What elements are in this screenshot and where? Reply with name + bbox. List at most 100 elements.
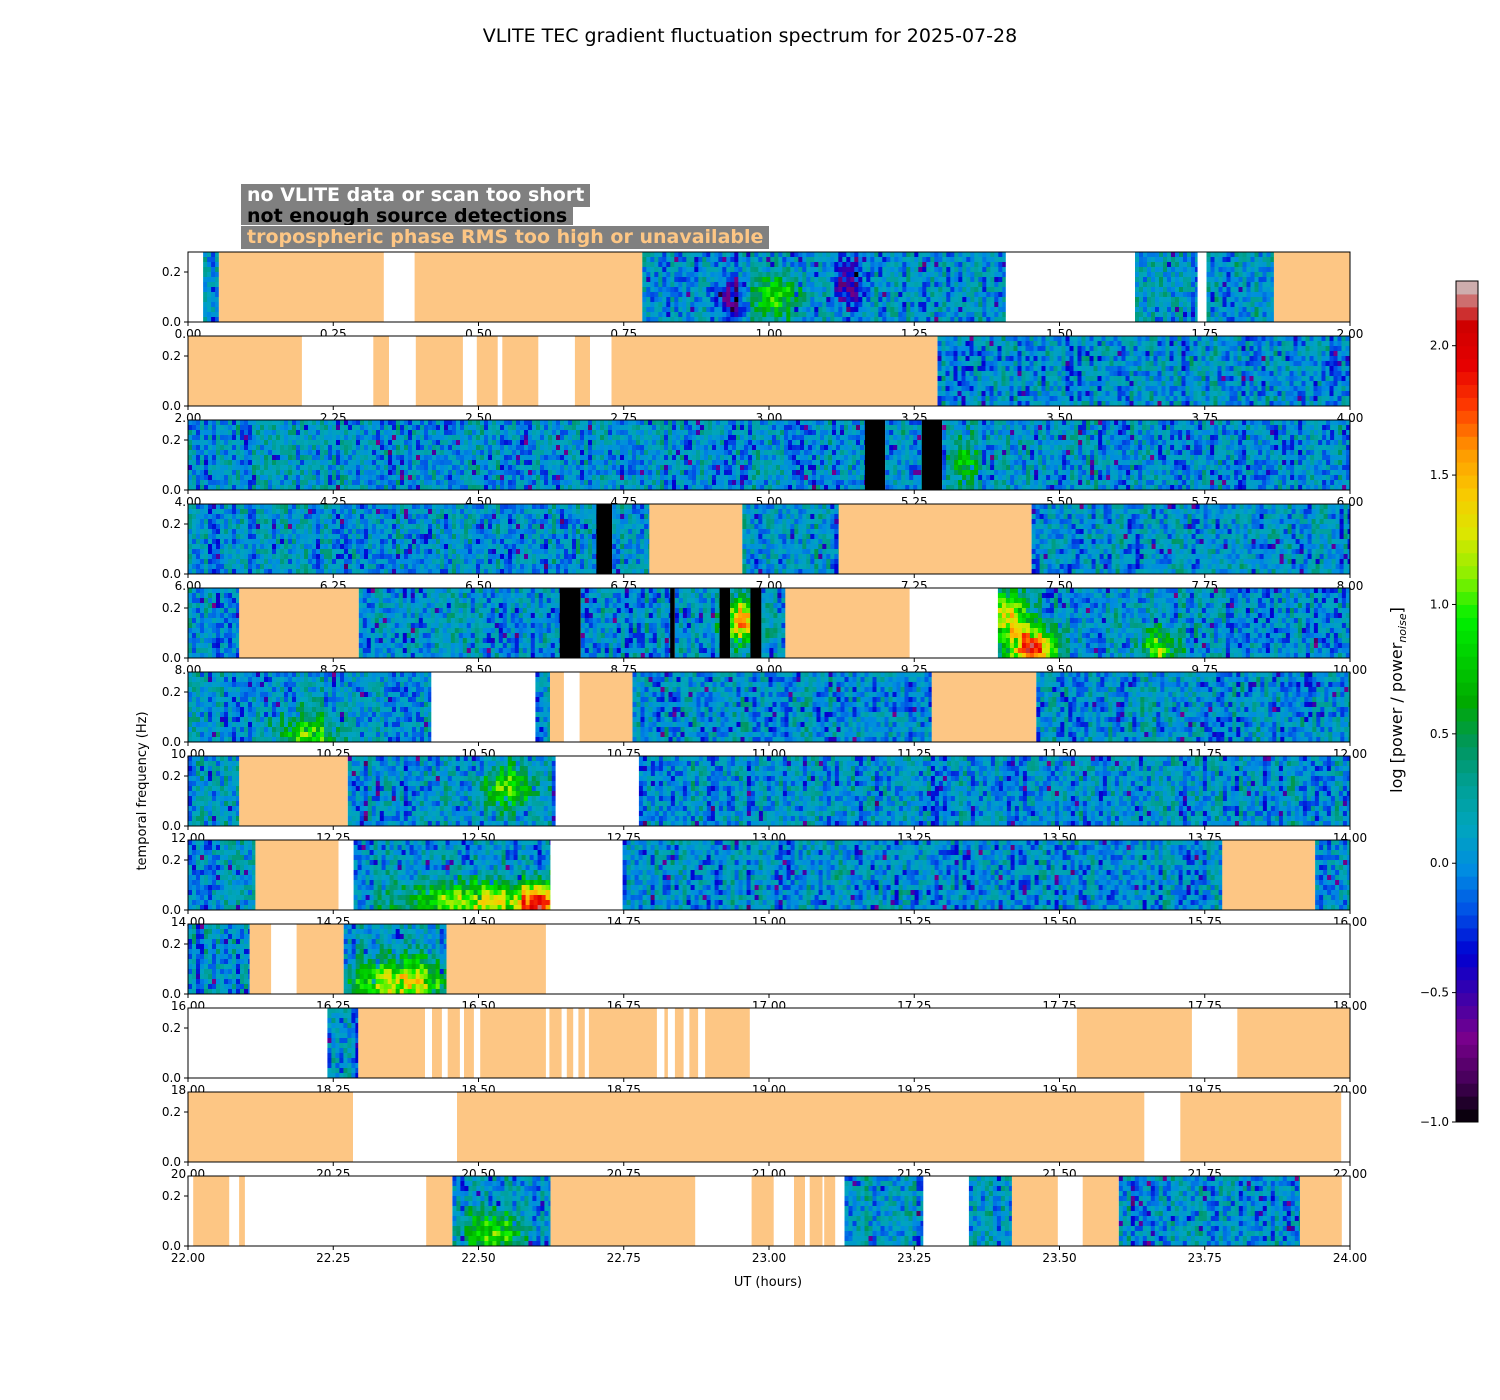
spectrum-cell [580,425,585,430]
spectrum-cell [846,262,851,267]
spectrum-cell [564,450,569,455]
spectrum-cell [288,470,293,475]
spectrum-cell [982,287,987,292]
spectrum-cell [926,297,931,302]
spectrum-cell [862,307,867,312]
spectrum-cell [1077,351,1082,356]
spectrum-cell [1141,376,1146,381]
spectrum-cell [945,361,950,366]
spectrum-cell [640,485,645,490]
spectrum-cell [240,425,245,430]
spectrum-cell [1105,391,1110,396]
spectrum-cell [660,460,665,465]
spectrum-cell [914,262,919,267]
spectrum-cell [356,470,361,475]
spectrum-cell [945,341,950,346]
spectrum-cell [232,480,237,485]
spectrum-cell [1189,341,1194,346]
spectrum-cell [1005,381,1010,386]
spectrum-cell [1301,396,1306,401]
spectrum-cell [794,277,799,282]
spectrum-cell [714,277,719,282]
spectrum-cell [1105,361,1110,366]
spectrum-cell [662,302,667,307]
spectrum-cell [316,420,321,425]
spectrum-cell [1337,391,1342,396]
spectrum-cell [1089,366,1094,371]
spectrum-cell [1333,351,1338,356]
spectrum-cell [200,480,205,485]
spectrum-cell [1201,336,1206,341]
spectrum-cell [192,420,197,425]
spectrum-cell [1305,381,1310,386]
spectrum-cell [834,312,839,317]
spectrum-cell [1337,356,1342,361]
spectrum-cell [612,460,617,465]
spectrum-cell [432,455,437,460]
spectrum-cell [224,420,229,425]
spectrum-cell [632,460,637,465]
spectrum-cell [300,425,305,430]
spectrum-cell [1209,376,1214,381]
spectrum-cell [854,312,859,317]
spectrum-cell [993,361,998,366]
spectrum-cell [642,252,647,257]
spectrum-cell [436,470,441,475]
spectrum-cell [734,312,739,317]
spectrum-cell [682,302,687,307]
spectrum-cell [376,430,381,435]
spectrum-cell [452,425,457,430]
spectrum-cell [624,475,629,480]
spectrum-cell [926,262,931,267]
spectrum-cell [1266,252,1271,257]
spectrum-cell [1305,401,1310,406]
spectrum-cell [1205,376,1210,381]
spectrum-cell [604,465,609,470]
spectrum-cell [1293,401,1298,406]
spectrum-cell [922,312,927,317]
spectrum-cell [985,366,990,371]
spectrum-cell [794,302,799,307]
spectrum-cell [1289,351,1294,356]
spectrum-cell [211,262,216,267]
spectrum-cell [646,282,651,287]
spectrum-cell [1002,252,1006,257]
spectrum-cell [592,460,597,465]
spectrum-cell [1002,307,1006,312]
spectrum-cell [656,455,661,460]
spectrum-cell [568,445,573,450]
spectrum-cell [396,485,401,490]
spectrum-cell [1049,361,1054,366]
spectrum-cell [830,312,835,317]
spectrum-cell [878,262,883,267]
spectrum-cell [432,475,437,480]
spectrum-cell [336,435,341,440]
spectrum-cell [1129,346,1134,351]
spectrum-cell [910,252,915,257]
spectrum-cell [1210,307,1215,312]
spectrum-cell [1325,366,1330,371]
spectrum-cell [950,317,955,322]
spectrum-cell [1245,341,1250,346]
spectrum-cell [965,366,970,371]
spectrum-cell [953,336,958,341]
spectrum-cell [211,307,216,312]
spectrum-cell [384,420,389,425]
spectrum-cell [532,485,537,490]
spectrum-cell [1145,361,1150,366]
spectrum-cell [862,292,867,297]
spectrum-cell [1273,356,1278,361]
spectrum-cell [1125,341,1130,346]
spectrum-cell [1145,371,1150,376]
spectrum-cell [1246,307,1251,312]
spectrum-cell [941,351,946,356]
spectrum-cell [348,465,353,470]
spectrum-cell [215,287,220,292]
spectrum-cell [332,440,337,445]
spectrum-cell [460,475,465,480]
spectrum-cell [636,450,641,455]
spectrum-cell [404,470,409,475]
spectrum-cell [296,455,301,460]
spectrum-cell [1129,336,1134,341]
spectrum-cell [670,252,675,257]
